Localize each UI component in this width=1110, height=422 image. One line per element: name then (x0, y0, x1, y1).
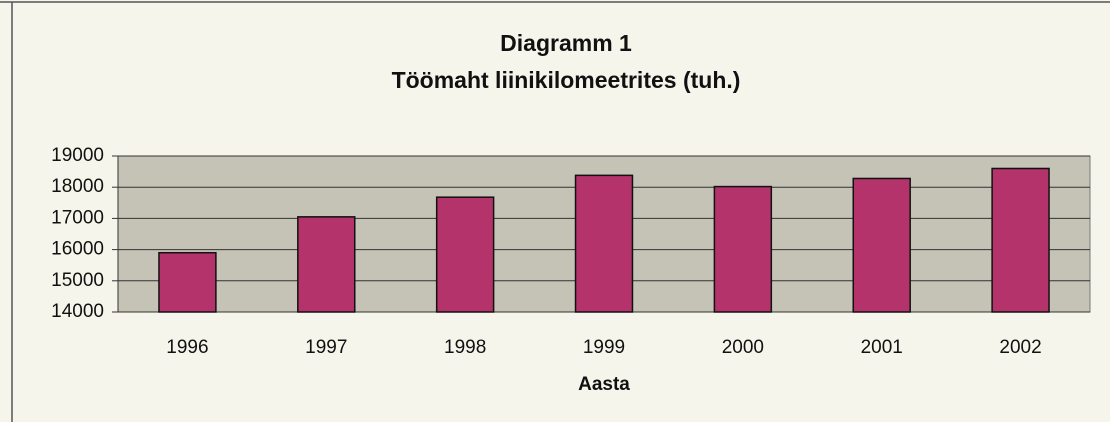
x-tick-label: 1996 (166, 337, 208, 358)
y-tick-label: 15000 (51, 270, 104, 291)
chart-subtitle: Töömaht liinikilomeetrites (tuh.) (392, 67, 741, 93)
bar (158, 251, 217, 313)
x-axis-title: Aasta (578, 374, 630, 395)
y-tick-label: 17000 (51, 207, 104, 228)
chart-title: Diagramm 1 (500, 30, 632, 56)
bar (713, 185, 773, 313)
x-tick-label: 1997 (305, 337, 347, 358)
y-tick-label: 14000 (51, 301, 104, 322)
y-tick-label: 18000 (51, 176, 104, 197)
bar (297, 216, 356, 313)
x-tick-label: 2001 (861, 337, 903, 358)
x-tick-label: 1998 (444, 337, 486, 358)
y-tick-label: 19000 (51, 145, 104, 166)
x-tick-label: 2000 (722, 337, 764, 358)
bar (991, 167, 1050, 313)
bar (435, 196, 495, 313)
bar (574, 174, 634, 313)
x-tick-label: 2002 (999, 337, 1041, 358)
y-tick-label: 16000 (51, 239, 104, 260)
bar (852, 177, 911, 313)
x-tick-label: 1999 (583, 337, 625, 358)
